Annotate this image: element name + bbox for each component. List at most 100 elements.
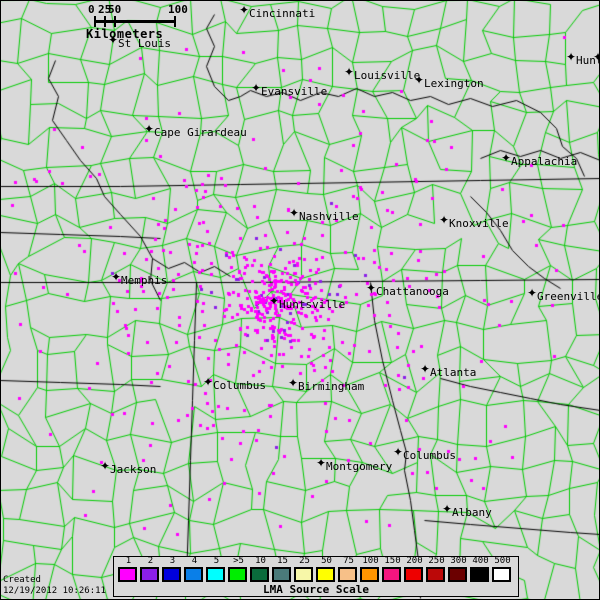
scale-bar-tick-label: 0	[88, 3, 95, 16]
created-timestamp: 12/19/2012 10:26:11	[3, 586, 106, 596]
legend-entry[interactable]: 75	[338, 557, 359, 582]
scale-bar-tick	[114, 16, 116, 27]
city-star-icon: ✦	[442, 502, 453, 516]
city-star-icon: ✦	[501, 151, 512, 165]
city-label: St Louis	[118, 37, 171, 50]
city-label: Huntington	[576, 54, 600, 67]
legend-entry[interactable]: 200	[404, 557, 425, 582]
legend-entry-swatch	[118, 567, 137, 582]
scale-bar-tick	[104, 16, 106, 27]
scale-bar-tick	[174, 16, 176, 27]
legend-entry-swatch	[250, 567, 269, 582]
legend-entry-swatch	[184, 567, 203, 582]
city-label: Cincinnati	[249, 7, 316, 20]
legend-entry[interactable]: 1	[118, 557, 139, 582]
legend-entry[interactable]: 400	[470, 557, 491, 582]
city-label: Albany	[452, 506, 492, 519]
legend-entry-label: 400	[472, 556, 489, 566]
legend-entry-label: 5	[213, 556, 220, 566]
scale-bar-tick-label: 100	[168, 3, 188, 16]
city-star-icon: ✦	[144, 122, 155, 136]
city-label: Appalachia	[511, 155, 578, 168]
legend-title: LMA Source Scale	[263, 583, 369, 596]
legend-entry[interactable]: 10	[250, 557, 271, 582]
legend-entry-swatch	[448, 567, 467, 582]
legend-entry[interactable]: 25	[294, 557, 315, 582]
legend-entry-swatch	[162, 567, 181, 582]
city-star-icon: ✦	[108, 33, 119, 47]
legend-panel: 1 2 3 4 5 >5 10 15 25 50 75 100 150 200 250 300 400 500 L…	[113, 556, 519, 597]
legend-entry-label: 200	[406, 556, 423, 566]
legend-entry-swatch	[492, 567, 511, 582]
legend-entry-label: 75	[343, 556, 354, 566]
city-label: Birmingham	[298, 380, 365, 393]
legend-entry[interactable]: 4	[184, 557, 205, 582]
legend-entry-swatch	[426, 567, 445, 582]
scale-bar-caption: Kilometers	[86, 27, 164, 41]
legend-entry-label: 4	[191, 556, 198, 566]
city-star-icon: ✦	[316, 456, 327, 470]
legend-entry[interactable]: 50	[316, 557, 337, 582]
city-star-icon: ✦	[344, 65, 355, 79]
legend-entry-label: 3	[169, 556, 176, 566]
legend-entry-swatch	[140, 567, 159, 582]
city-label: Nashville	[299, 210, 359, 223]
legend-entry-label: >5	[233, 556, 244, 566]
legend-entry-swatch	[360, 567, 379, 582]
legend-entry-label: 300	[450, 556, 467, 566]
legend-entry-label: 100	[362, 556, 379, 566]
city-star-icon: ✦	[269, 294, 280, 308]
city-label: Jackson	[110, 463, 157, 476]
city-label: Columbus	[213, 379, 266, 392]
city-label: Memphis	[121, 274, 168, 287]
legend-entry-swatch	[382, 567, 401, 582]
legend-entry-label: 50	[321, 556, 332, 566]
created-stamp: Created 12/19/2012 10:26:11	[3, 575, 106, 597]
legend-entry[interactable]: 2	[140, 557, 161, 582]
legend-entry-swatch	[316, 567, 335, 582]
city-label: Chattanooga	[376, 285, 449, 298]
city-label: Lexington	[424, 77, 484, 90]
city-star-icon: ✦	[366, 281, 377, 295]
legend-entry[interactable]: 3	[162, 557, 183, 582]
city-star-icon: ✦	[566, 50, 577, 64]
legend-entry-swatch	[272, 567, 291, 582]
city-star-icon: ✦	[289, 206, 300, 220]
city-star-icon: ✦	[439, 213, 450, 227]
legend-swatch-row: 1 2 3 4 5 >5 10 15 25 50 75 100 150 200 250 300 400 500	[114, 557, 518, 583]
legend-entry-swatch	[228, 567, 247, 582]
city-label: Louisville	[354, 69, 421, 82]
legend-entry[interactable]: 250	[426, 557, 447, 582]
city-label: Montgomery	[326, 460, 393, 473]
city-label: Greenville	[537, 290, 600, 303]
legend-entry-swatch	[294, 567, 313, 582]
legend-entry[interactable]: 15	[272, 557, 293, 582]
city-star-icon: ✦	[593, 50, 600, 64]
legend-entry[interactable]: 100	[360, 557, 381, 582]
city-star-icon: ✦	[420, 362, 431, 376]
legend-entry-swatch	[338, 567, 357, 582]
legend-entry[interactable]: >5	[228, 557, 249, 582]
city-label: Evansville	[261, 85, 328, 98]
scale-bar-tick-label: 25	[98, 3, 112, 16]
legend-entry[interactable]: 500	[492, 557, 513, 582]
legend-entry[interactable]: 5	[206, 557, 227, 582]
city-label: Atlanta	[430, 366, 477, 379]
city-label: Cape Girardeau	[154, 126, 247, 139]
legend-entry-label: 15	[277, 556, 288, 566]
city-star-icon: ✦	[251, 81, 262, 95]
scale-bar: 0 25 50 100 Kilometers	[86, 2, 188, 41]
legend-entry[interactable]: 300	[448, 557, 469, 582]
scale-bar-tick-label: 50	[108, 3, 122, 16]
city-star-icon: ✦	[203, 375, 214, 389]
legend-entry[interactable]: 150	[382, 557, 403, 582]
city-star-icon: ✦	[239, 3, 250, 17]
city-star-icon: ✦	[288, 376, 299, 390]
scale-bar-line	[94, 20, 174, 23]
city-label: Huntsville	[279, 298, 346, 311]
legend-entry-label: 10	[255, 556, 266, 566]
city-label: Columbus	[403, 449, 456, 462]
city-star-icon: ✦	[414, 73, 425, 87]
